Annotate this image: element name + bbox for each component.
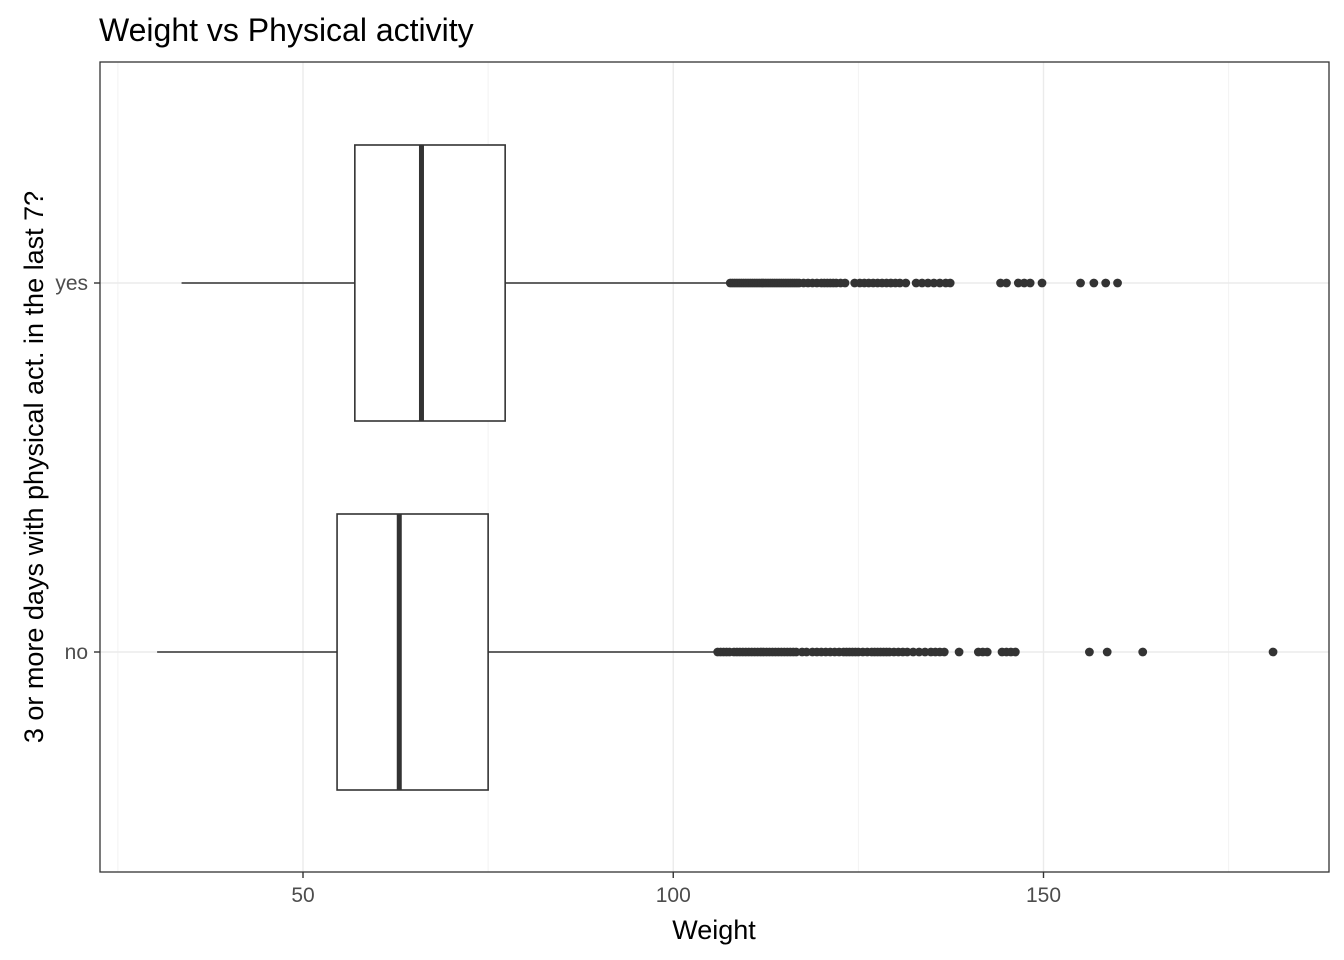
box-no — [157, 513, 1278, 791]
outlier-point — [901, 278, 911, 288]
y-axis: yes no — [55, 272, 100, 664]
x-tick-label: 100 — [656, 884, 691, 907]
outlier-point — [954, 647, 964, 657]
chart-title: Weight vs Physical activity — [99, 12, 474, 48]
outlier-point — [982, 647, 992, 657]
y-tick-label: yes — [55, 272, 88, 295]
outlier-point — [1025, 278, 1035, 288]
iqr-box — [336, 513, 489, 791]
outlier-point — [1089, 278, 1099, 288]
y-tick-label: no — [65, 641, 88, 664]
outlier-point — [1138, 647, 1148, 657]
x-axis-title: Weight — [672, 915, 756, 945]
outlier-point — [1010, 647, 1020, 657]
outlier-point — [1113, 278, 1122, 288]
y-axis-title: 3 or more days with physical act. in the… — [19, 191, 49, 743]
x-tick-label: 50 — [291, 884, 314, 907]
outlier-point — [1002, 278, 1011, 288]
outlier-point — [1102, 647, 1112, 657]
iqr-box — [354, 144, 506, 422]
outlier-point — [840, 278, 850, 288]
box-yes — [181, 144, 1122, 422]
outlier-point — [1076, 278, 1085, 288]
plot-panel — [100, 62, 1329, 872]
outlier-point — [1268, 647, 1278, 657]
plot-border — [99, 61, 1330, 873]
boxplot-series — [157, 144, 1278, 791]
outlier-point — [1101, 278, 1111, 288]
x-axis: 50 100 150 — [291, 872, 1061, 907]
outlier-point — [945, 278, 955, 288]
x-tick-label: 150 — [1026, 884, 1061, 907]
outlier-point — [1085, 647, 1094, 657]
outlier-point — [1037, 278, 1047, 288]
outlier-point — [939, 647, 949, 657]
